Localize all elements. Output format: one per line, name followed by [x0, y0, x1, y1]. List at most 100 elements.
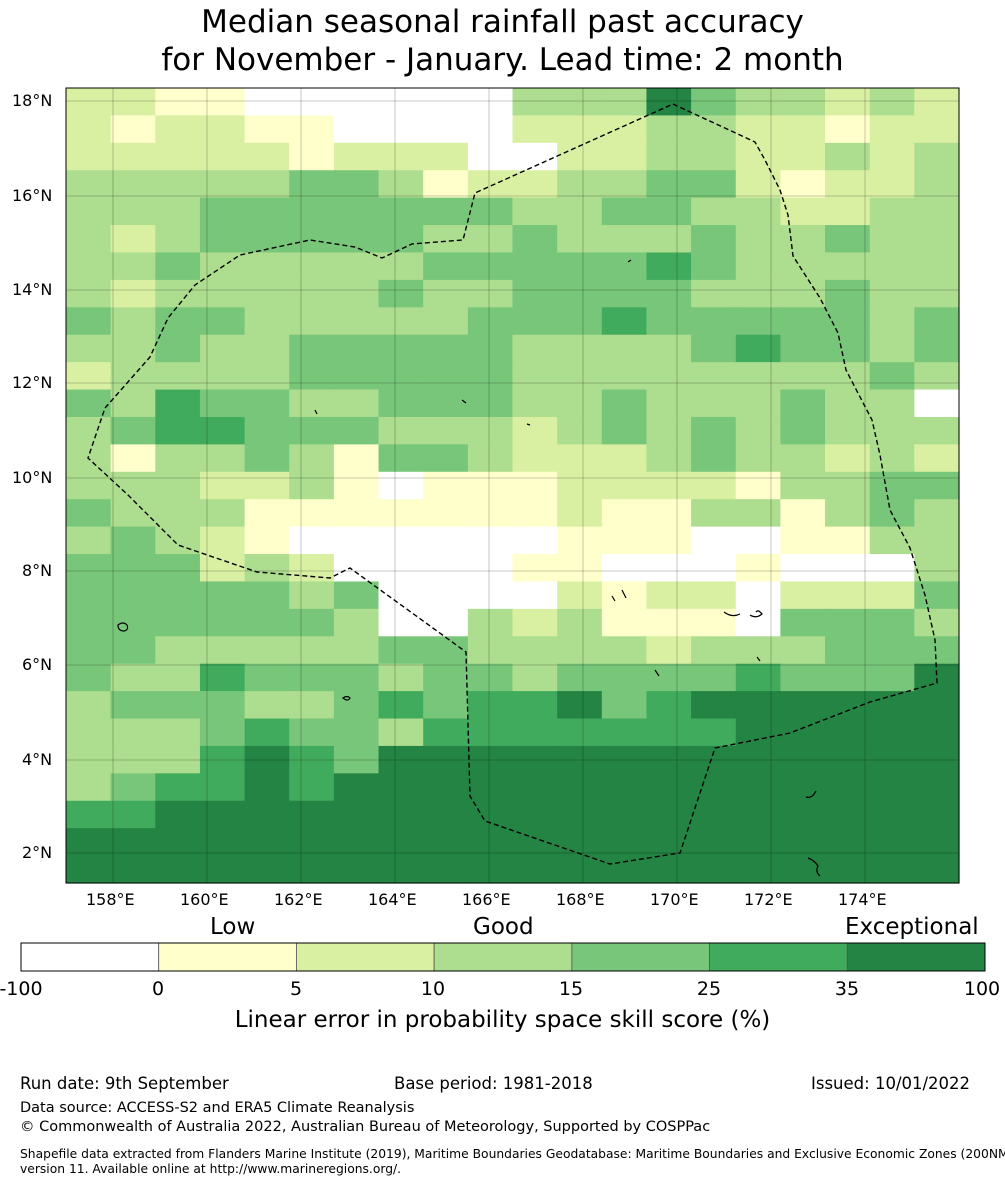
grid-cell [512, 307, 558, 336]
grid-cell [691, 636, 737, 665]
colorbar-tick: 0 [151, 978, 165, 1000]
grid-cell [110, 142, 156, 171]
grid-cell [199, 88, 246, 117]
grid-cell [914, 197, 960, 226]
grid-cell [780, 252, 826, 281]
grid-cell [155, 526, 201, 555]
grid-cell [735, 197, 781, 226]
grid-cell [914, 800, 960, 829]
grid-cell [735, 115, 781, 144]
grid-cell [110, 416, 156, 445]
grid-cell [333, 416, 380, 445]
grid-cell [378, 197, 424, 226]
grid-cell [199, 691, 246, 720]
grid-cell [869, 88, 915, 117]
grid-cell [110, 691, 156, 720]
grid-cell [780, 389, 826, 418]
grid-cell [467, 252, 514, 281]
colorbar-segment [296, 942, 435, 972]
grid-cell [155, 691, 201, 720]
grid-cell [378, 279, 424, 308]
grid-cell [155, 471, 201, 500]
grid-cell [110, 828, 156, 857]
grid-cell [512, 691, 558, 720]
grid-cell [155, 225, 201, 254]
grid-cell [467, 691, 514, 720]
grid-cell [289, 416, 335, 445]
grid-cell [646, 279, 692, 308]
grid-cell [333, 526, 380, 555]
grid-cell [66, 828, 112, 857]
grid-cell [869, 279, 915, 308]
grid-cell [199, 444, 246, 473]
grid-cell [512, 608, 558, 637]
grid-cell [869, 362, 915, 391]
grid-cell [289, 718, 335, 747]
grid-cell [199, 499, 246, 528]
grid-cell [780, 608, 826, 637]
grid-cell [735, 334, 781, 363]
grid-cell [244, 526, 290, 555]
grid-cell [646, 334, 692, 363]
lat-label-16n: 16°N [12, 186, 53, 205]
grid-cell [155, 389, 201, 418]
grid-cell [512, 471, 558, 500]
grid-cell [155, 554, 201, 583]
grid-cell [244, 88, 290, 117]
grid-cell [512, 554, 558, 583]
grid-cell [780, 526, 826, 555]
grid-cell [110, 745, 156, 774]
grid-cell [199, 773, 246, 802]
grid-cell [467, 170, 514, 199]
grid-cell [735, 389, 781, 418]
grid-cell [289, 225, 335, 254]
grid-cell [423, 115, 469, 144]
grid-cell [467, 608, 514, 637]
grid-cell [646, 115, 692, 144]
grid-cell [735, 773, 781, 802]
grid-cell [289, 608, 335, 637]
grid-cell [423, 773, 469, 802]
grid-cell [199, 279, 246, 308]
grid-cell [601, 197, 648, 226]
grid-cell [914, 745, 960, 774]
grid-cell [825, 773, 871, 802]
grid-cell [780, 745, 826, 774]
grid-cell [869, 608, 915, 637]
grid-cell [780, 554, 826, 583]
grid-cell [333, 88, 380, 117]
grid-cell [66, 663, 112, 692]
grid-cell [557, 170, 603, 199]
island-outline [117, 622, 129, 632]
grid-cell [735, 499, 781, 528]
map-frame [65, 87, 960, 884]
grid-cell [735, 745, 781, 774]
colorbar-segment [846, 942, 986, 972]
grid-cell [110, 526, 156, 555]
grid-cell [780, 691, 826, 720]
grid-cell [691, 691, 737, 720]
grid-cell [601, 636, 648, 665]
grid-cell [825, 718, 871, 747]
grid-cell [423, 526, 469, 555]
grid-cell [869, 855, 915, 884]
lon-label-160e: 160°E [180, 890, 229, 909]
grid-cell [110, 279, 156, 308]
grid-cell [914, 362, 960, 391]
grid-cell [423, 279, 469, 308]
grid-cell [735, 554, 781, 583]
grid-cell [869, 115, 915, 144]
grid-cell [869, 636, 915, 665]
grid-cell [780, 334, 826, 363]
grid-cell [735, 581, 781, 610]
grid-cell [423, 691, 469, 720]
lon-label-170e: 170°E [650, 890, 699, 909]
grid-cell [199, 142, 246, 171]
grid-cell [289, 334, 335, 363]
grid-cell [110, 608, 156, 637]
grid-cell [512, 362, 558, 391]
grid-cell [289, 389, 335, 418]
grid-cell [869, 307, 915, 336]
grid-cell [601, 252, 648, 281]
grid-cell [780, 416, 826, 445]
